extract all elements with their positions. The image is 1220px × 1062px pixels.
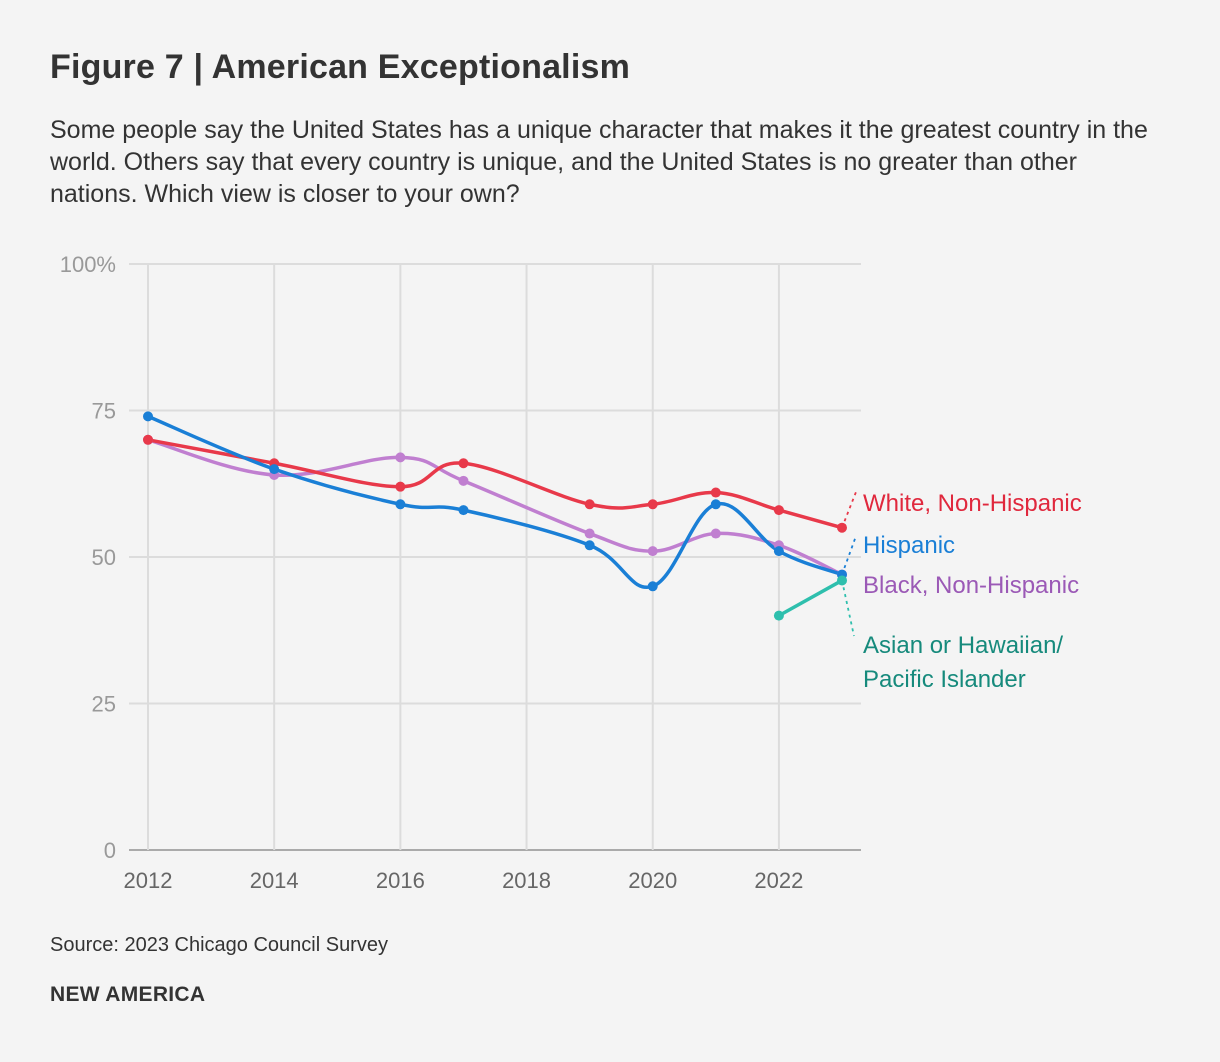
data-point (773, 610, 784, 621)
y-tick-label: 25 (92, 692, 116, 717)
data-point (143, 434, 153, 445)
data-point (143, 411, 153, 422)
data-point (710, 487, 721, 498)
data-point (710, 528, 721, 539)
x-tick-label: 2018 (502, 868, 551, 893)
data-point (269, 464, 280, 475)
label-leader-line (841, 580, 855, 637)
data-point (584, 499, 595, 510)
series-label: Asian or Hawaiian/ (863, 632, 1063, 659)
label-leader-line (841, 535, 857, 575)
data-point (773, 505, 784, 516)
y-tick-label: 50 (92, 545, 116, 570)
x-tick-label: 2014 (250, 868, 299, 893)
data-point (647, 499, 658, 510)
x-tick-label: 2022 (754, 868, 803, 893)
series-label: Pacific Islander (863, 666, 1026, 693)
data-point (647, 581, 658, 592)
series-line-1 (146, 414, 844, 590)
x-tick-label: 2012 (124, 868, 173, 893)
series-line-0 (146, 438, 844, 530)
brand-logo-text: NEW AMERICA (50, 983, 206, 1006)
series-label: Black, Non-Hispanic (863, 572, 1079, 599)
gridlines (129, 263, 861, 851)
chart-subtitle: Some people say the United States has a … (50, 116, 1148, 208)
label-leader-line (841, 491, 857, 529)
y-tick-label: 100% (60, 252, 116, 277)
x-tick-label: 2016 (376, 868, 425, 893)
chart-title: Figure 7 | American Exceptionalism (50, 48, 631, 86)
x-axis: 2012 2014 2016 2018 2020 2022 (124, 868, 804, 893)
series-line-3 (777, 578, 844, 618)
y-tick-label: 0 (104, 838, 116, 863)
data-point (395, 452, 406, 463)
x-tick-label: 2020 (628, 868, 677, 893)
data-point (458, 458, 469, 469)
series-label: Hispanic (863, 532, 955, 559)
series-points (143, 411, 847, 621)
data-point (710, 499, 721, 510)
data-point (458, 475, 469, 486)
series-label: White, Non-Hispanic (863, 490, 1082, 517)
y-tick-label: 75 (92, 399, 116, 424)
data-point (584, 528, 595, 539)
data-point (395, 499, 406, 510)
data-point (773, 546, 784, 557)
y-axis: 0 25 50 75 100% (60, 252, 116, 863)
series-labels: White, Non-Hispanic Hispanic Black, Non-Hi… (841, 490, 1082, 693)
data-point (647, 546, 658, 557)
data-point (584, 540, 595, 551)
source-note: Source: 2023 Chicago Council Survey (50, 934, 388, 956)
series-lines (146, 414, 844, 618)
data-point (458, 505, 469, 516)
data-point (395, 481, 406, 492)
